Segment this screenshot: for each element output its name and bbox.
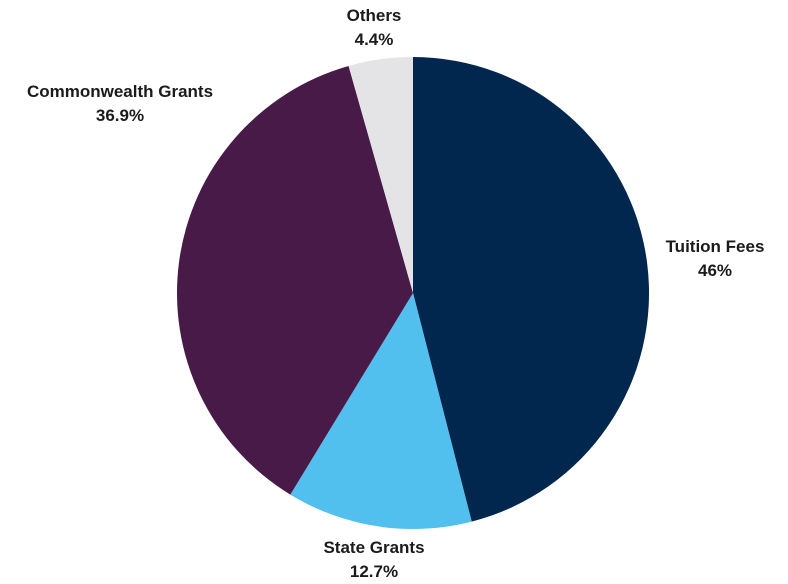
slice-label-others: Others [347, 6, 402, 25]
pie-labels: Tuition Fees 46% State Grants 12.7% Commonwe… [27, 6, 764, 581]
pie-slice-tuition-fees [413, 57, 650, 522]
pie-slice-others [348, 56, 413, 293]
slice-value-tuition-fees: 46% [698, 261, 732, 280]
slice-value-commonwealth-grants: 36.9% [96, 106, 144, 125]
pie-slice-commonwealth-grants [176, 65, 413, 495]
pie-slice-state-grants [290, 293, 472, 530]
slice-label-tuition-fees: Tuition Fees [666, 237, 765, 256]
pie-slices [176, 56, 650, 530]
slice-label-commonwealth-grants: Commonwealth Grants [27, 82, 213, 101]
slice-value-state-grants: 12.7% [350, 562, 398, 581]
slice-label-state-grants: State Grants [323, 538, 424, 557]
slice-value-others: 4.4% [355, 30, 394, 49]
